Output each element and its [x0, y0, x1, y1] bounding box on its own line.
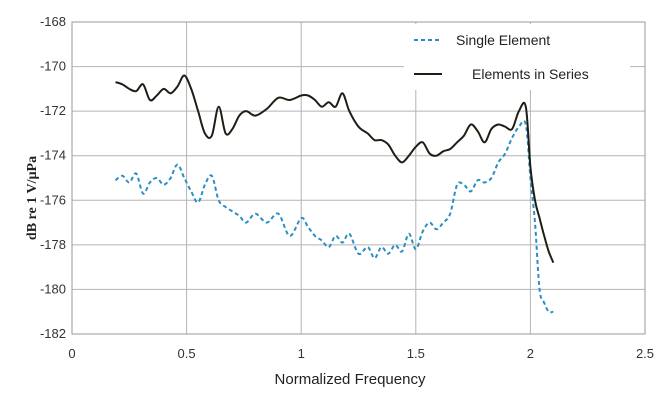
plot-frame	[71, 21, 646, 335]
x-tick-label: 1	[298, 346, 305, 361]
y-tick-labels: -182 -180 -178 -176 -174 -172 -170 -168	[40, 14, 66, 341]
x-tick-label: 2.5	[636, 346, 654, 361]
legend-label-elements-in-series: Elements in Series	[472, 66, 589, 82]
y-tick-label: -178	[40, 237, 66, 252]
legend-label-single-element: Single Element	[456, 32, 550, 48]
x-tick-label: 2	[527, 346, 534, 361]
y-tick-label: -182	[40, 326, 66, 341]
series-line-elements-in-series	[115, 74, 555, 264]
x-tick-label: 0	[68, 346, 75, 361]
series-line-single-element	[114, 119, 554, 314]
y-tick-label: -172	[40, 103, 66, 118]
y-tick-label: -176	[40, 192, 66, 207]
x-axis-title: Normalized Frequency	[275, 371, 426, 388]
legend-background	[404, 24, 630, 90]
y-tick-label: -174	[40, 148, 66, 163]
y-tick-label: -180	[40, 281, 66, 296]
x-tick-label: 1.5	[407, 346, 425, 361]
y-tick-label: -168	[40, 14, 66, 29]
x-tick-labels: 0 0.5 1 1.5 2 2.5	[68, 346, 654, 361]
series-layer	[114, 74, 555, 314]
legend: Single Element Elements in Series	[404, 24, 630, 90]
x-tick-label: 0.5	[178, 346, 196, 361]
y-tick-label: -170	[40, 59, 66, 74]
y-axis-title: dB re 1 V/µPa	[25, 156, 40, 240]
